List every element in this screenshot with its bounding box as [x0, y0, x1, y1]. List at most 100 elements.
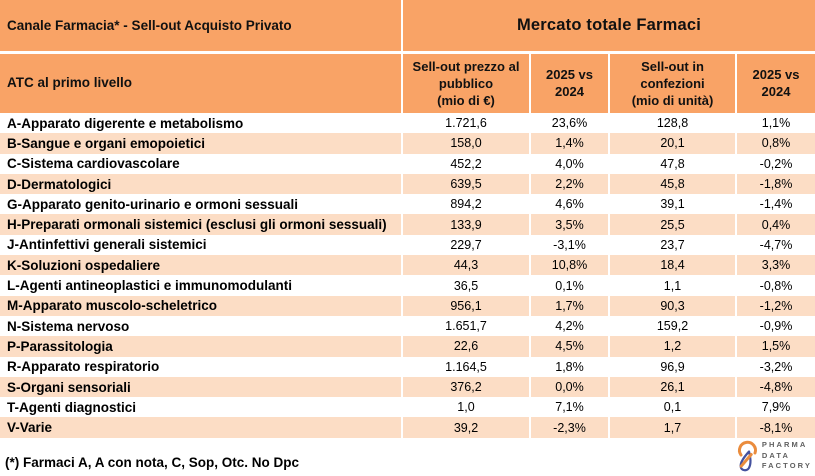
footnote: (*) Farmaci A, A con nota, C, Sop, Otc. …	[5, 455, 300, 470]
data-cell: 22,6	[402, 336, 531, 357]
data-cell: 1,0	[402, 397, 531, 418]
col-header-atc: ATC al primo livello	[0, 52, 403, 113]
data-cell: 376,2	[402, 376, 531, 398]
atc-category-label: R-Apparato respiratorio	[0, 356, 403, 377]
table-row: T-Agenti diagnostici 1,0 7,1% 0,1 7,9%	[0, 397, 815, 418]
data-cell: 159,2	[609, 315, 737, 337]
data-cell: -3,2%	[759, 359, 793, 374]
data-cell: 229,7	[402, 234, 531, 256]
col-header-value-change: 2025 vs 2024	[530, 52, 610, 113]
data-cell: 1.164,5	[402, 356, 531, 377]
atc-category-label: J-Antinfettivi generali sistemici	[0, 234, 403, 256]
data-cell: 1.651,7	[402, 315, 531, 337]
atc-category-label: T-Agenti diagnostici	[0, 397, 403, 418]
table-row: R-Apparato respiratorio 1.164,5 1,8% 96,9 -3…	[0, 356, 815, 377]
data-cell: 1,4%	[530, 133, 610, 154]
data-cell: 1,1	[609, 275, 737, 296]
atc-category-label: C-Sistema cardiovascolare	[0, 153, 403, 174]
data-cell: 1,7%	[530, 295, 610, 316]
data-cell: 18,4	[609, 255, 737, 276]
data-cell: 0,1%	[530, 275, 610, 296]
data-cell: 894,2	[402, 194, 531, 215]
column-header-row: ATC al primo livello Sell-out prezzo al …	[0, 52, 815, 113]
atc-category-label: D-Dermatologici	[0, 173, 403, 195]
table-row: N-Sistema nervoso 1.651,7 4,2% 159,2 -0,9%	[0, 315, 815, 337]
data-cell: 20,1	[609, 133, 737, 154]
data-cell: 36,5	[402, 275, 531, 296]
data-cell: -1,2%	[736, 295, 815, 316]
data-cell: -0,2%	[759, 156, 793, 171]
data-cell: 26,1	[609, 376, 737, 398]
data-cell: 4,0%	[530, 153, 610, 174]
data-cell: 25,5	[609, 214, 737, 235]
atc-category-label: L-Agenti antineoplastici e immunomodulan…	[0, 275, 403, 296]
atc-category-label: G-Apparato genito-urinario e ormoni sess…	[0, 194, 403, 215]
table-row: K-Soluzioni ospedaliere 44,3 10,8% 18,4 3,3%	[0, 255, 815, 276]
data-cell: 639,5	[402, 173, 531, 195]
logo-line-factory: FACTORY	[761, 461, 812, 471]
atc-category-label: V-Varie	[0, 417, 403, 438]
table-title-row: Canale Farmacia* - Sell-out Acquisto Pri…	[0, 0, 815, 54]
table-row: G-Apparato genito-urinario e ormoni sess…	[0, 194, 815, 215]
data-cell: -1,8%	[736, 173, 815, 195]
data-cell: 23,7	[609, 234, 737, 256]
data-cell: 39,2	[402, 417, 531, 438]
data-cell: 0,4%	[736, 214, 815, 235]
table-row: V-Varie 39,2 -2,3% 1,7 -8,1%	[0, 417, 815, 438]
data-cell: 96,9	[609, 356, 737, 377]
data-cell: 1.721,6	[402, 113, 531, 134]
col-header-packs: Sell-out in confezioni (mio di unità)	[609, 52, 737, 113]
atc-category-label: M-Apparato muscolo-scheletrico	[0, 295, 403, 316]
data-cell: 3,5%	[530, 214, 610, 235]
data-cell: 39,1	[609, 194, 737, 215]
data-cell: 2,2%	[530, 173, 610, 195]
table-row: B-Sangue e organi emopoietici 158,0 1,4% 20…	[0, 133, 815, 154]
data-cell: 0,8%	[736, 133, 815, 154]
table-row: S-Organi sensoriali 376,2 0,0% 26,1 -4,8%	[0, 376, 815, 398]
table-row: L-Agenti antineoplastici e immunomodulan…	[0, 275, 815, 296]
table-row: H-Preparati ormonali sistemici (esclusi …	[0, 214, 815, 235]
data-cell: 10,8%	[530, 255, 610, 276]
data-cell: -3,1%	[530, 234, 610, 256]
col-header-sellout-value: Sell-out prezzo al pubblico (mio di €)	[402, 52, 531, 113]
logo-wordmark: PHARMA DATA FACTORY	[762, 440, 812, 473]
table-row: C-Sistema cardiovascolare 452,2 4,0% 47,8 -0…	[0, 153, 815, 174]
data-cell: 0,0%	[530, 376, 610, 398]
col-header-packs-change: 2025 vs 2024	[736, 52, 815, 113]
table-row: A-Apparato digerente e metabolismo 1.721,…	[0, 113, 815, 134]
atc-category-label: B-Sangue e organi emopoietici	[0, 133, 403, 154]
data-cell: 1,1%	[761, 116, 791, 131]
data-cell: 1,5%	[736, 336, 815, 357]
data-cell: 44,3	[402, 255, 531, 276]
data-cell: 1,7	[609, 417, 737, 438]
data-cell: -0,9%	[759, 319, 793, 334]
market-title: Mercato totale Farmaci	[402, 0, 815, 54]
data-cell: 158,0	[402, 133, 531, 154]
data-cell: 133,9	[402, 214, 531, 235]
logo-line-data: DATA	[761, 450, 790, 460]
data-cell: 1,8%	[530, 356, 610, 377]
atc-category-label: N-Sistema nervoso	[0, 315, 403, 337]
data-cell: 4,5%	[530, 336, 610, 357]
atc-category-label: A-Apparato digerente e metabolismo	[0, 113, 403, 134]
atc-category-label: H-Preparati ormonali sistemici (esclusi …	[0, 214, 403, 235]
data-cell: 3,3%	[736, 255, 815, 276]
data-cell: -4,7%	[759, 237, 793, 252]
table-body: A-Apparato digerente e metabolismo 1.721,…	[0, 113, 815, 438]
data-cell: 7,9%	[761, 400, 791, 415]
data-cell: 90,3	[609, 295, 737, 316]
table-row: D-Dermatologici 639,5 2,2% 45,8 -1,8%	[0, 173, 815, 195]
table-row: M-Apparato muscolo-scheletrico 956,1 1,7% 9…	[0, 295, 815, 316]
data-cell: -2,3%	[530, 417, 610, 438]
table-header: Canale Farmacia* - Sell-out Acquisto Pri…	[0, 0, 815, 113]
data-cell: 452,2	[402, 153, 531, 174]
atc-category-label: S-Organi sensoriali	[0, 376, 403, 398]
atc-category-label: P-Parassitologia	[0, 336, 403, 357]
data-cell: -0,8%	[759, 278, 793, 293]
pharma-market-table: Canale Farmacia* - Sell-out Acquisto Pri…	[0, 0, 815, 438]
data-cell: -8,1%	[736, 417, 815, 438]
data-cell: 128,8	[609, 113, 737, 134]
data-cell: 47,8	[609, 153, 737, 174]
pharma-data-factory-logo: PHARMA DATA FACTORY	[735, 438, 812, 474]
channel-title: Canale Farmacia* - Sell-out Acquisto Pri…	[0, 0, 403, 54]
